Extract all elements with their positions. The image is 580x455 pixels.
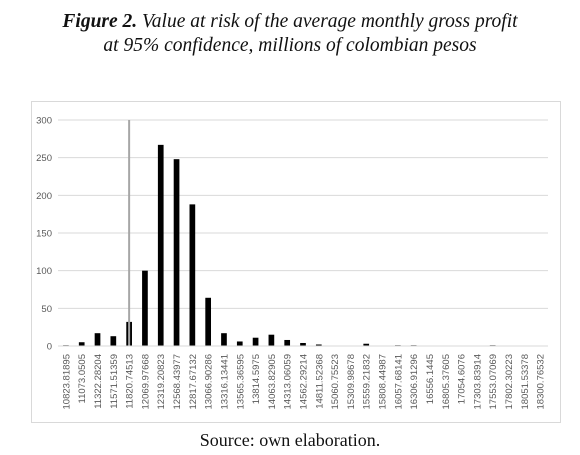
x-tick-label-22: 16306.91296: [409, 354, 420, 409]
bar-2: [94, 333, 101, 346]
x-tick-label-6: 12319.20823: [156, 354, 167, 409]
bar-14: [284, 339, 291, 346]
x-tick-label-12: 13814.5975: [251, 354, 262, 404]
y-tick-label-50: 50: [41, 304, 52, 315]
x-tick-label-20: 15808.44987: [378, 354, 389, 409]
figure-caption: Figure 2. Value at risk of the average m…: [0, 10, 580, 58]
bar-12: [252, 337, 259, 346]
x-tick-label-0: 10823.81895: [61, 354, 72, 409]
x-tick-label-25: 17054.6076: [457, 354, 468, 404]
bar-15: [300, 342, 306, 346]
x-tick-label-30: 18300.76532: [536, 354, 547, 409]
x-tick-label-24: 16805.37605: [441, 354, 452, 409]
histogram-chart: 0 50 100 150 200 250 300 10823.81895 11073.0505 1…: [36, 116, 548, 409]
y-tick-label-200: 200: [36, 191, 52, 202]
x-tick-label-11: 13565.36595: [235, 354, 246, 409]
caption-title-part-1: Value at risk of the average monthly gro…: [142, 11, 518, 32]
x-tick-label-18: 15309.98678: [346, 354, 357, 409]
y-tick-label-150: 150: [36, 229, 52, 240]
bar-8: [189, 204, 196, 346]
caption-line-2: at 95% confidence, millions of colombian…: [103, 35, 477, 56]
bar-6: [157, 144, 164, 346]
x-tick-label-19: 15559.21832: [362, 354, 373, 409]
x-tick-label-26: 17303.83914: [472, 354, 483, 409]
caption-line-1: Figure 2. Value at risk of the average m…: [0, 10, 580, 34]
x-tick-label-17: 15060.75523: [330, 354, 341, 409]
chart-frame: [31, 101, 561, 423]
x-tick-label-5: 12069.97668: [140, 354, 151, 409]
x-tick-label-15: 14562.29214: [299, 354, 310, 409]
x-tick-label-9: 13066.90286: [204, 354, 215, 409]
x-tick-label-29: 18051.53378: [520, 354, 531, 409]
x-tick-label-13: 14063.82905: [267, 354, 278, 409]
bar-19: [363, 343, 370, 346]
x-tick-label-14: 14313.06059: [283, 354, 294, 409]
x-tick-label-21: 16057.68141: [393, 354, 404, 409]
x-tick-label-3: 11571.51359: [109, 354, 120, 409]
x-tick-label-23: 16556.1445: [425, 354, 436, 404]
x-tick-label-16: 14811.52368: [314, 354, 325, 409]
x-tick-label-2: 11322.28204: [93, 354, 104, 409]
x-tick-label-10: 13316.13441: [219, 354, 230, 409]
x-tick-label-1: 11073.0505: [77, 354, 88, 404]
bar-16: [315, 344, 322, 346]
bar-5: [142, 270, 148, 346]
bar-1: [78, 342, 85, 346]
bar-10: [221, 333, 227, 346]
x-tick-label-28: 17802.30223: [504, 354, 515, 409]
source-note: Source: own elaboration.: [199, 430, 381, 450]
y-tick-label-250: 250: [36, 153, 52, 164]
y-tick-label-100: 100: [36, 266, 52, 277]
bar-13: [268, 334, 275, 346]
figure-label: Figure 2.: [62, 11, 138, 32]
x-tick-label-8: 12817.67132: [188, 354, 199, 409]
x-tick-label-7: 12568.43977: [172, 354, 183, 409]
bar-7: [173, 159, 180, 346]
bar-11: [236, 341, 243, 346]
x-tick-label-4: 11820.74513: [125, 354, 136, 409]
x-tick-label-27: 17553.07069: [488, 354, 499, 409]
y-tick-label-300: 300: [36, 116, 52, 127]
y-tick-label-0: 0: [47, 342, 52, 353]
bar-9: [205, 297, 212, 346]
bar-3: [110, 336, 117, 346]
